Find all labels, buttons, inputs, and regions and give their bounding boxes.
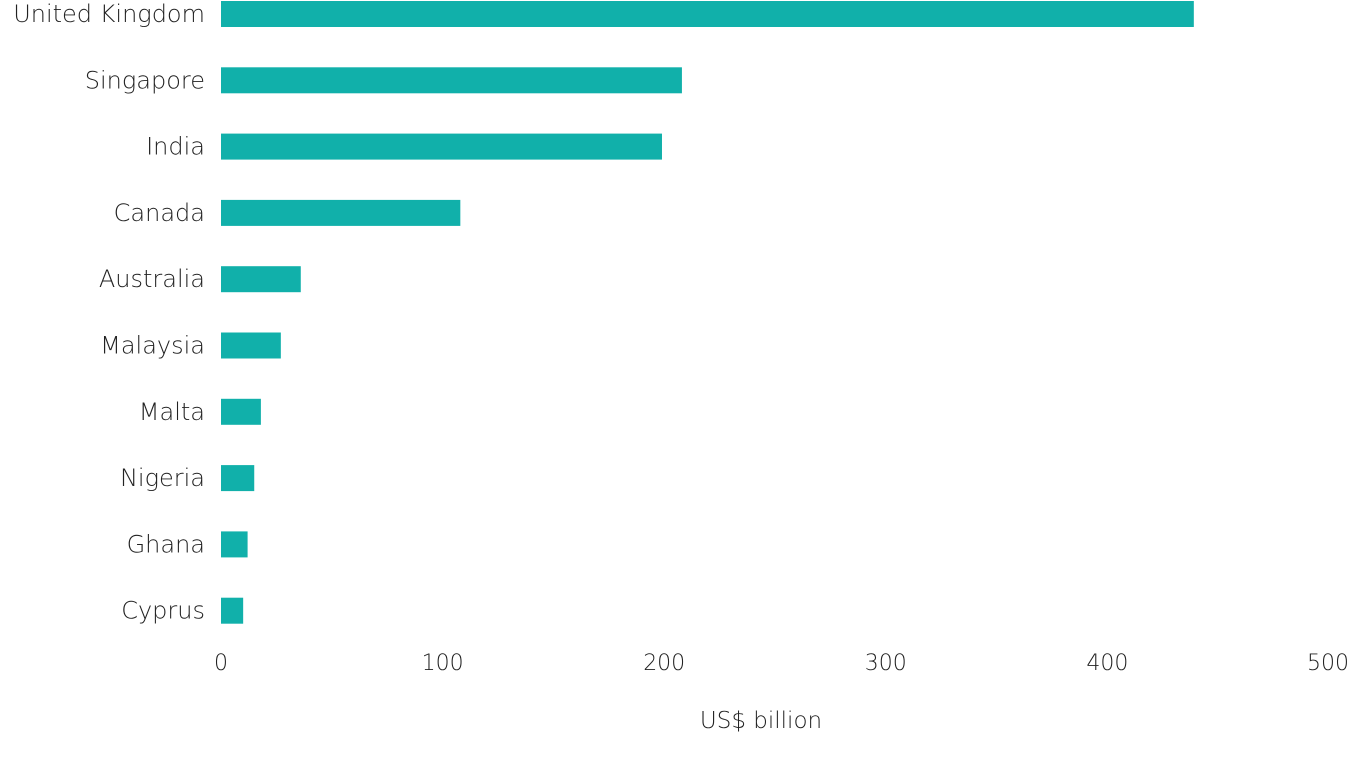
- x-axis-title: US$ billion: [700, 708, 822, 734]
- x-tick-label: 200: [643, 651, 685, 676]
- category-label: Malta: [139, 398, 205, 426]
- category-label: Singapore: [85, 66, 205, 94]
- x-tick-label: 100: [422, 651, 464, 676]
- category-label: India: [146, 133, 205, 161]
- x-axis-tick-labels: 0 100 200 300 400 500: [214, 651, 1349, 676]
- x-tick-label: 400: [1086, 651, 1128, 676]
- bar-canada: [221, 199, 461, 226]
- bar-nigeria: [221, 465, 255, 492]
- bar-cyprus: [221, 597, 244, 624]
- category-labels-group: United Kingdom Singapore India Canada Austra…: [13, 0, 205, 625]
- bar-ghana: [221, 531, 248, 558]
- bar-australia: [221, 266, 301, 293]
- x-tick-label: 500: [1307, 651, 1349, 676]
- bar-singapore: [221, 67, 682, 94]
- bar-united-kingdom: [221, 1, 1194, 27]
- category-label: Australia: [99, 265, 205, 293]
- x-tick-label: 0: [214, 651, 228, 676]
- x-tick-label: 300: [865, 651, 907, 676]
- bar-malaysia: [221, 332, 281, 359]
- bar-malta: [221, 398, 261, 425]
- category-label: United Kingdom: [13, 0, 205, 28]
- category-label: Cyprus: [121, 597, 205, 625]
- category-label: Nigeria: [120, 464, 205, 492]
- bar-india: [221, 133, 662, 160]
- category-label: Ghana: [127, 530, 205, 558]
- bars-group: [221, 1, 1194, 624]
- category-label: Canada: [114, 199, 205, 227]
- category-label: Malaysia: [100, 332, 205, 360]
